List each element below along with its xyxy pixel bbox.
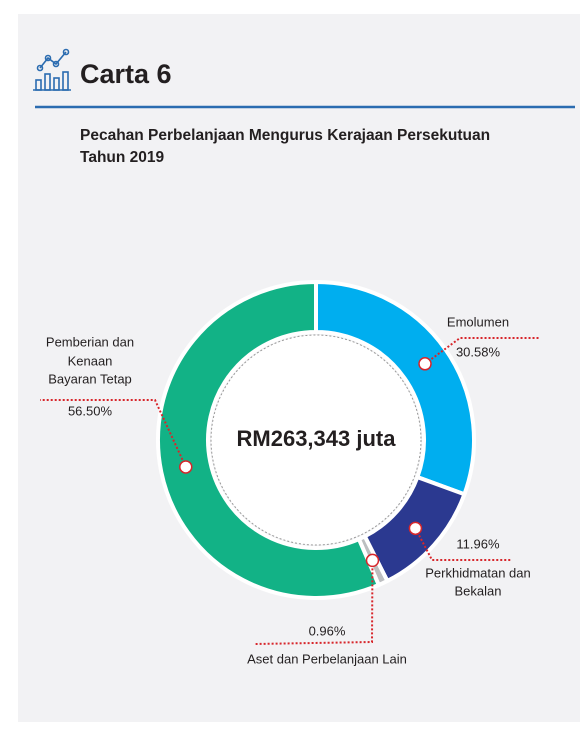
leader-line [40, 399, 187, 468]
category-label: Pemberian dan [46, 334, 134, 349]
chart-icon [33, 48, 71, 91]
leader-line [424, 337, 540, 365]
value-label: 11.96% [456, 536, 500, 551]
marker [408, 521, 423, 536]
donut-segment [314, 279, 476, 497]
marker [365, 553, 380, 568]
value-label: 56.50% [68, 403, 113, 418]
center-disc [210, 334, 422, 546]
chart-title: Pecahan Perbelanjaan Mengurus Kerajaan P… [80, 127, 490, 144]
category-label: Perkhidmatan dan [425, 565, 531, 580]
leader-line [414, 527, 512, 561]
category-label: Aset dan Perbelanjaan Lain [247, 651, 407, 666]
marker [418, 357, 432, 371]
category-label: Emolumen [447, 314, 509, 329]
category-label: Kenaan [68, 353, 113, 368]
leader-line [254, 560, 374, 645]
category-label: Bayaran Tetap [48, 371, 132, 386]
heading: Carta 6 [80, 59, 172, 89]
donut-segment [156, 279, 382, 600]
category-label: Bekalan [455, 583, 502, 598]
value-label: 0.96% [309, 623, 346, 638]
marker [179, 460, 193, 474]
value-label: 30.58% [456, 344, 501, 359]
chart-title: Tahun 2019 [80, 149, 165, 166]
center-label: RM263,343 juta [237, 426, 397, 451]
